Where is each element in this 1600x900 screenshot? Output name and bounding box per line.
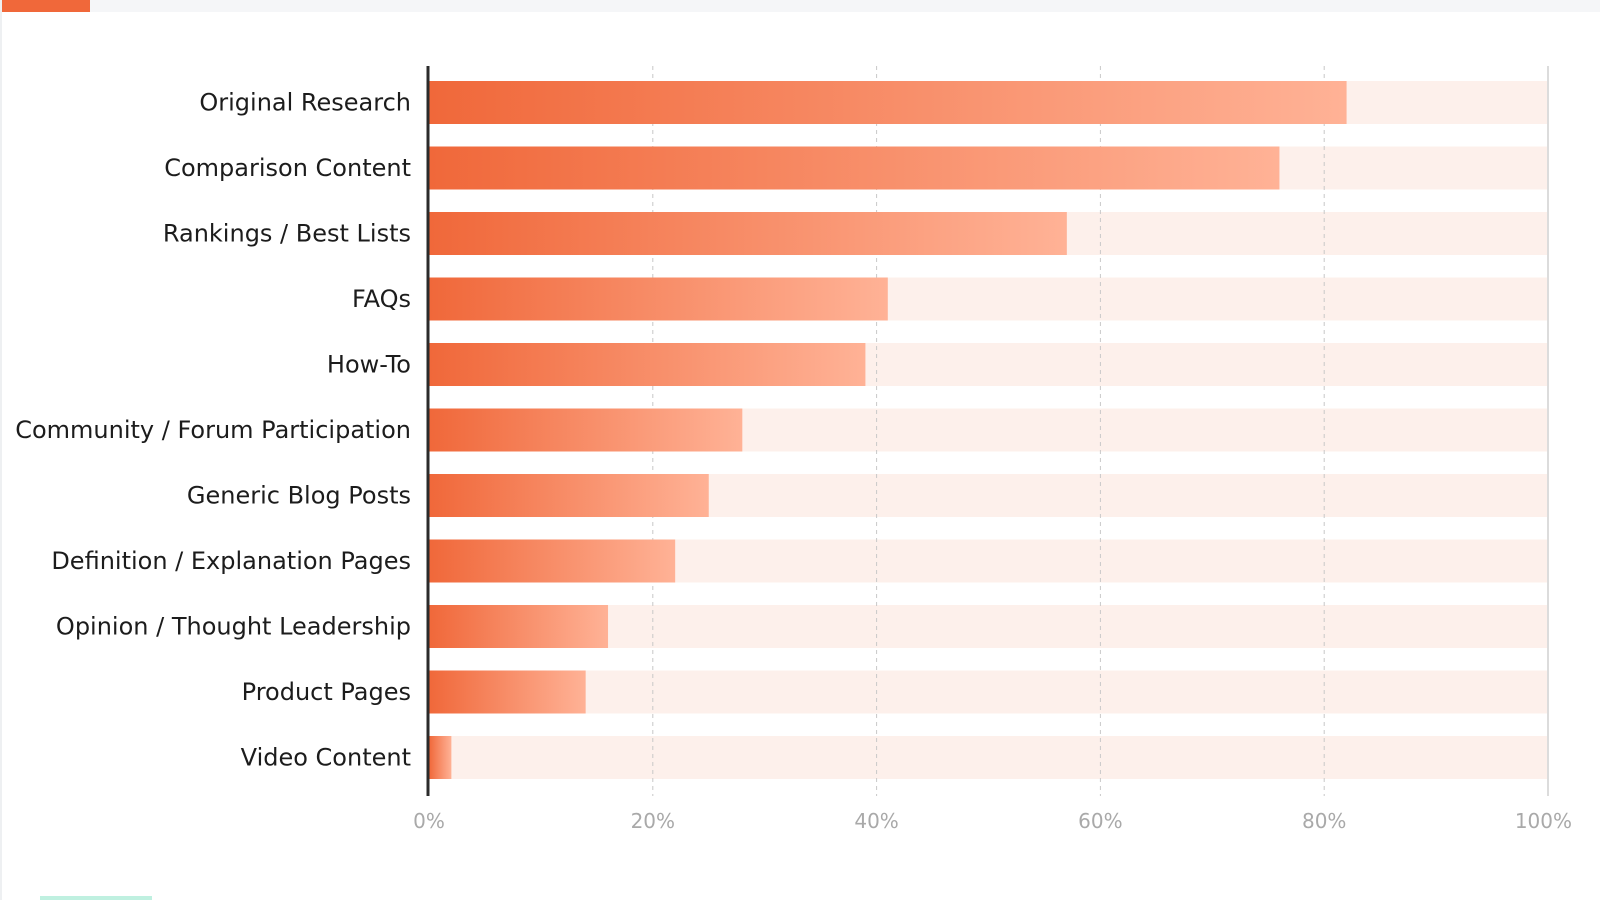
left-edge-border xyxy=(0,0,2,900)
bar xyxy=(429,81,1347,124)
x-tick-label: 20% xyxy=(631,809,675,833)
bar xyxy=(429,146,1280,190)
x-tick-labels: 0% 20% 40% 60% 80% 100% xyxy=(413,809,1572,833)
x-tick-label: 0% xyxy=(413,809,445,833)
category-labels: Original Research Comparison Content Ranki… xyxy=(15,89,411,772)
top-strip xyxy=(0,0,1600,12)
category-label: Product Pages xyxy=(242,678,411,706)
category-label: Community / Forum Participation xyxy=(15,416,411,444)
bars xyxy=(429,81,1347,779)
bottom-accent-bar xyxy=(40,896,152,900)
x-tick-label: 60% xyxy=(1078,809,1122,833)
category-label: Original Research xyxy=(199,89,411,117)
x-tick-label: 40% xyxy=(854,809,898,833)
x-tick-label: 80% xyxy=(1302,809,1346,833)
bar xyxy=(429,474,709,517)
category-label: Video Content xyxy=(241,744,411,772)
bar xyxy=(429,670,586,714)
category-label: Rankings / Best Lists xyxy=(163,220,411,248)
bar-track xyxy=(429,736,1548,779)
category-label: Comparison Content xyxy=(164,154,411,182)
bar-track xyxy=(429,670,1548,714)
category-label: FAQs xyxy=(352,285,411,313)
category-label: Generic Blog Posts xyxy=(187,482,411,510)
top-accent-bar xyxy=(0,0,90,12)
bar xyxy=(429,212,1067,255)
x-tick-label: 100% xyxy=(1515,809,1572,833)
category-label: Definition / Explanation Pages xyxy=(51,547,411,575)
bar xyxy=(429,605,609,648)
category-label: How-To xyxy=(327,351,411,379)
bar xyxy=(429,343,866,386)
bar xyxy=(429,539,676,583)
bar xyxy=(429,736,452,779)
bar-track xyxy=(429,605,1548,648)
bar xyxy=(429,277,888,321)
category-label: Opinion / Thought Leadership xyxy=(56,613,411,641)
bar xyxy=(429,408,743,452)
